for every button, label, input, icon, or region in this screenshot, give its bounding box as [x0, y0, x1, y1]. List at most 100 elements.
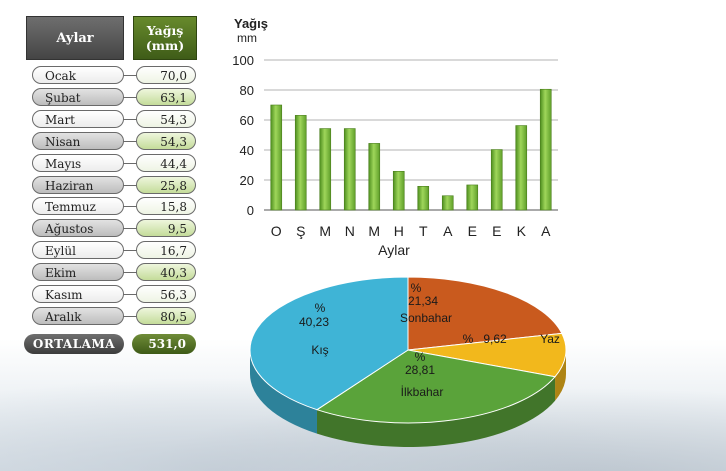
x-tick-label: Ş	[296, 223, 305, 239]
y-tick-label: 20	[240, 173, 254, 188]
month-name: Temmuz	[32, 197, 124, 216]
month-name: Mayıs	[32, 153, 124, 172]
pie-slice-1	[407, 332, 567, 378]
pie-side-2	[316, 376, 556, 447]
x-tick-label: T	[419, 223, 428, 239]
y-tick-label: 40	[240, 143, 254, 158]
y-tick-label: 60	[240, 113, 254, 128]
bar-8	[466, 184, 479, 211]
y-tick-label: 80	[240, 83, 254, 98]
row-connector	[122, 315, 138, 317]
rainfall-value: 54,3	[136, 131, 196, 150]
month-name: Nisan	[32, 131, 124, 150]
pie-side-3	[250, 350, 317, 434]
bar-2	[319, 128, 332, 211]
x-tick-label: A	[443, 223, 453, 239]
rainfall-value: 63,1	[136, 87, 196, 106]
row-connector	[122, 75, 138, 76]
bar-11	[539, 88, 552, 211]
rainfall-value: 80,5	[136, 306, 196, 325]
rainfall-value: 54,3	[136, 109, 196, 128]
table-row: Nisan 54,3	[32, 131, 196, 151]
month-name: Eylül	[32, 241, 124, 260]
x-tick-label: A	[541, 223, 551, 239]
y-axis-title: Yağış	[234, 16, 268, 31]
pie-percent-sign: %	[415, 350, 426, 364]
pie-season-label: İlkbahar	[401, 385, 444, 399]
table-row: Mayıs 44,4	[32, 153, 196, 173]
rainfall-value: 9,5	[136, 219, 196, 238]
bar-5	[392, 171, 405, 211]
x-axis-title: Aylar	[378, 242, 410, 258]
month-name: Kasım	[32, 285, 124, 303]
bar-6	[417, 186, 430, 211]
row-connector	[122, 184, 138, 186]
rainfall-value: 56,3	[136, 285, 196, 303]
x-tick-label: H	[394, 223, 404, 239]
row-connector	[122, 250, 138, 252]
month-name: Ekim	[32, 263, 124, 282]
row-connector	[122, 206, 138, 208]
table-row: Aralık 80,5	[32, 306, 196, 326]
month-name: Aralık	[32, 306, 124, 325]
table-row: Eylül 16,7	[32, 241, 196, 260]
pie-slice-3	[249, 276, 409, 411]
table-row: Ocak 70,0	[32, 66, 196, 85]
pie-value-label: 21,34	[408, 294, 438, 308]
x-tick-label: N	[345, 223, 355, 239]
row-connector	[122, 118, 138, 120]
pie-value-label: 9,62	[483, 332, 507, 346]
pie-slice-2	[315, 349, 556, 424]
rainfall-value: 16,7	[136, 241, 196, 260]
rainfall-value: 44,4	[136, 153, 196, 172]
rainfall-value: 40,3	[136, 263, 196, 282]
pie-value-label: 40,23	[299, 315, 329, 329]
month-name: Ocak	[32, 66, 124, 84]
x-tick-label: O	[271, 223, 282, 239]
row-connector	[122, 140, 138, 142]
rainfall-value: 25,8	[136, 175, 196, 194]
table-row: Ağustos 9,5	[32, 219, 196, 238]
row-connector	[122, 272, 138, 274]
pie-season-label: Kış	[311, 343, 328, 357]
bar-4	[368, 143, 381, 211]
pie-percent-sign: %	[463, 332, 474, 346]
row-connector	[122, 96, 138, 98]
pie-percent-sign: %	[315, 301, 326, 315]
header-rainfall: Yağış (mm)	[133, 16, 197, 60]
average-label: ORTALAMA	[24, 334, 124, 354]
header-months: Aylar	[26, 16, 124, 60]
row-connector	[122, 228, 138, 230]
pie-value-label: 28,81	[405, 363, 435, 377]
y-tick-label: 100	[232, 53, 254, 68]
pie-season-label: Sonbahar	[400, 311, 452, 325]
bar-9	[490, 149, 503, 211]
month-name: Mart	[32, 109, 124, 128]
row-connector	[122, 294, 138, 295]
pie-percent-sign: %	[411, 281, 422, 295]
bar-3	[343, 128, 356, 211]
month-name: Haziran	[32, 175, 124, 194]
month-name: Şubat	[32, 87, 124, 106]
average-value: 531,0	[132, 334, 196, 354]
x-tick-label: K	[517, 223, 527, 239]
table-row: Kasım 56,3	[32, 285, 196, 304]
row-connector	[122, 162, 138, 164]
table-row: Temmuz 15,8	[32, 197, 196, 216]
y-tick-label: 0	[247, 203, 254, 218]
table-row: Ekim 40,3	[32, 263, 196, 282]
x-tick-label: M	[319, 223, 331, 239]
x-tick-label: E	[492, 223, 501, 239]
y-axis-unit: mm	[237, 31, 257, 45]
header-rainfall-label: Yağış	[146, 23, 184, 38]
bar-7	[441, 195, 454, 211]
table-row: Mart 54,3	[32, 109, 196, 129]
x-tick-label: M	[368, 223, 380, 239]
bar-0	[270, 104, 283, 211]
header-rainfall-unit: (mm)	[145, 38, 185, 53]
bar-1	[294, 115, 307, 211]
pie-slice-0	[407, 276, 563, 351]
month-name: Ağustos	[32, 219, 124, 238]
